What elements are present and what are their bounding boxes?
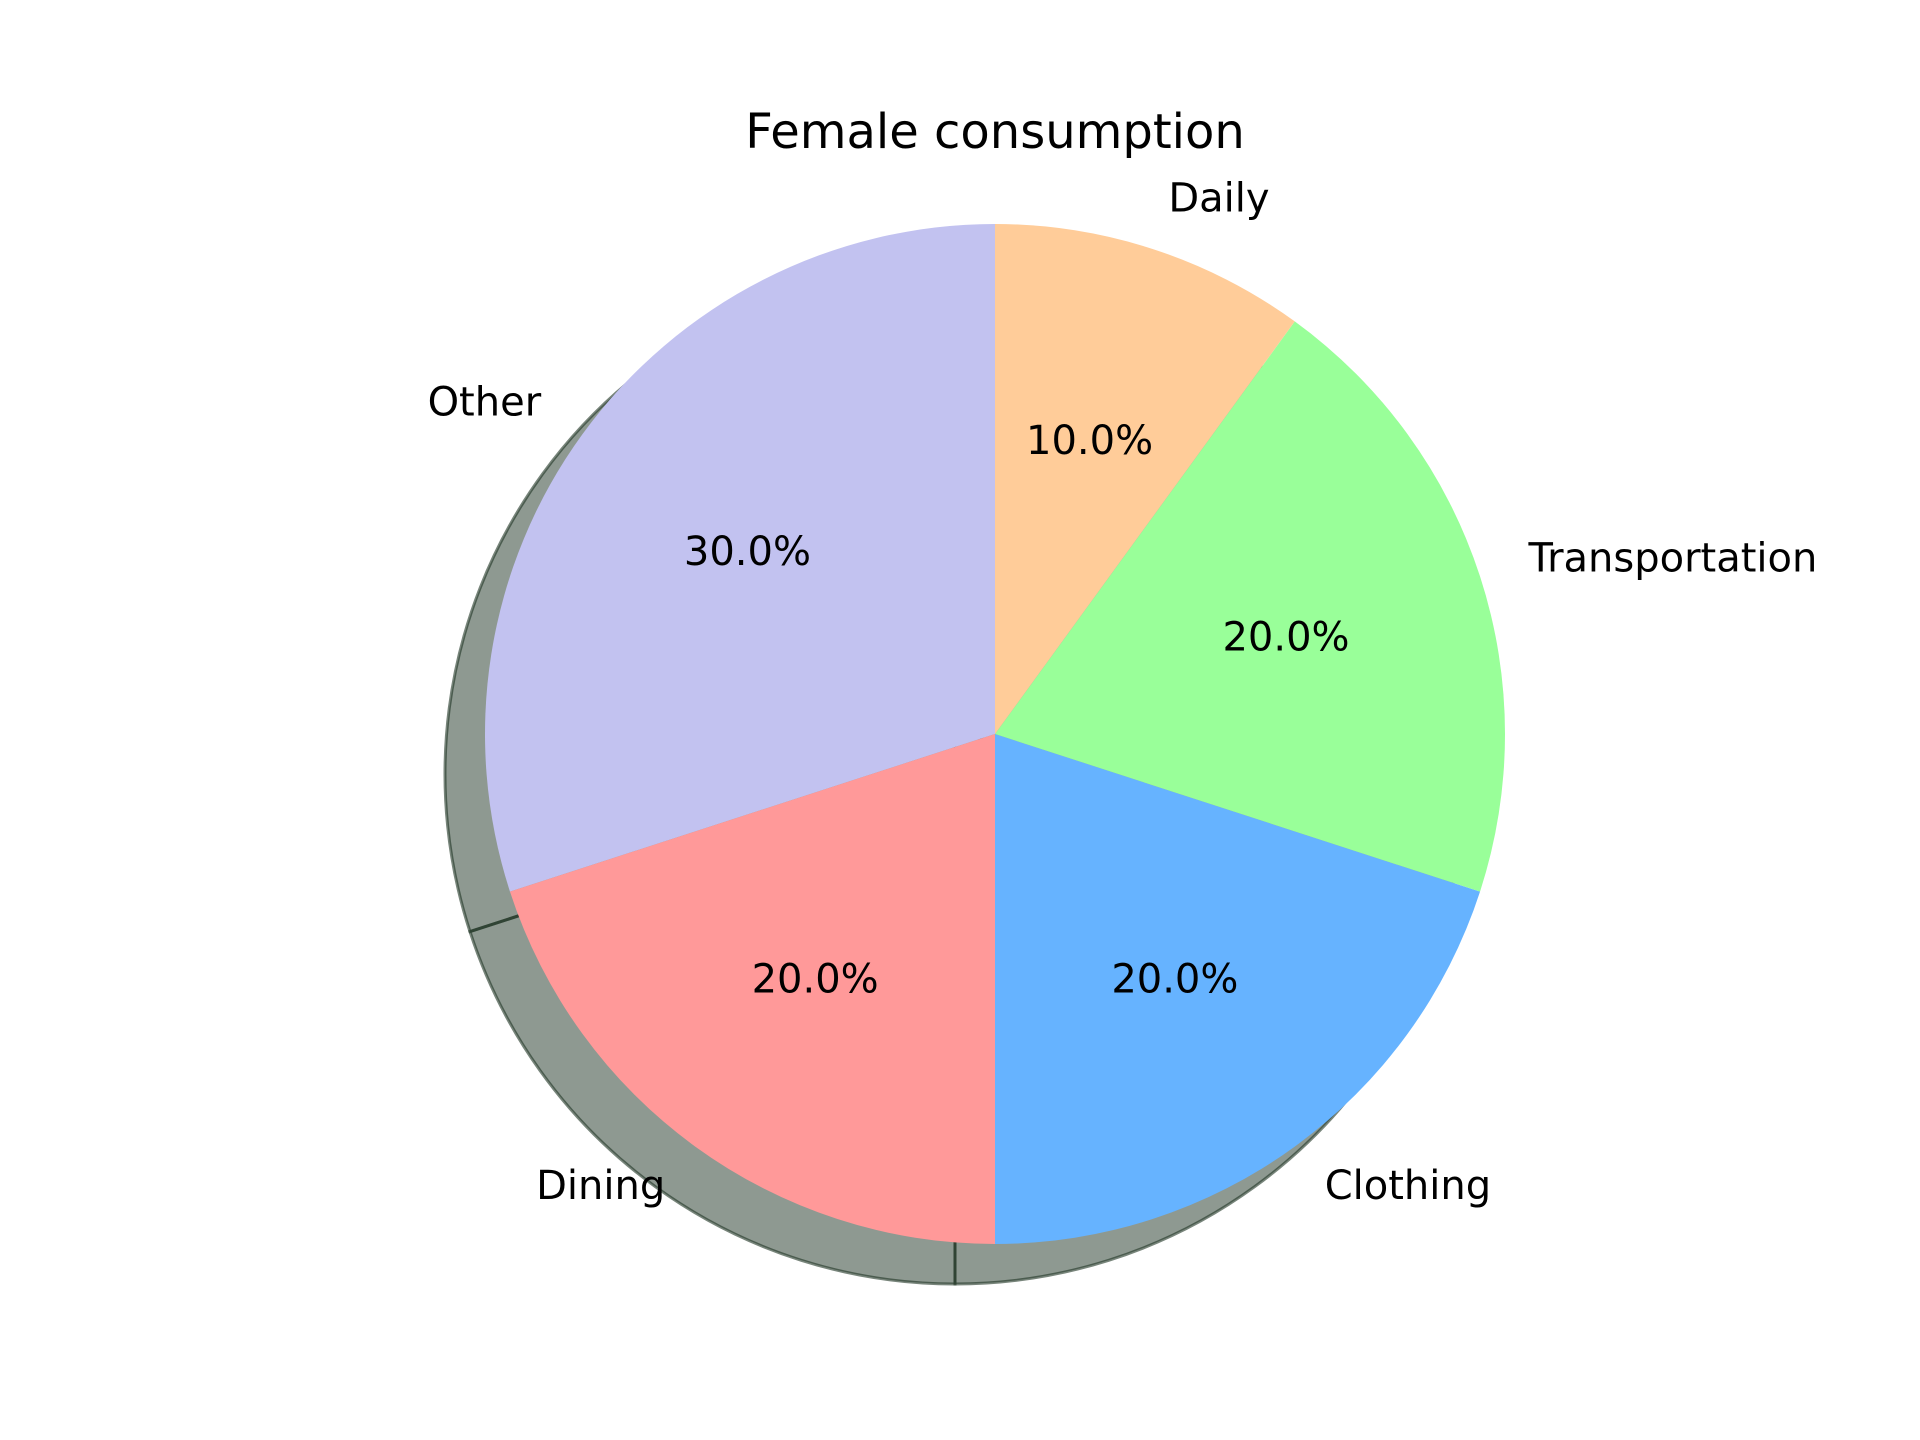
slice-dining — [509, 734, 995, 1244]
slice-transportation — [995, 321, 1506, 892]
pie-labels: Other 30.0% Dining 20.0% Clothing 20.0% Transp… — [428, 175, 1818, 1208]
pie-slices — [484, 224, 1506, 1244]
chart-title: Female consumption — [745, 104, 1245, 160]
slice-daily — [995, 224, 1295, 734]
slice-label-daily: Daily — [1168, 175, 1269, 221]
slice-percent-dining: 20.0% — [752, 957, 879, 1003]
slice-label-transportation: Transportation — [1528, 536, 1818, 582]
slice-clothing — [995, 734, 1481, 1244]
slice-label-other: Other — [428, 379, 542, 425]
slice-label-dining: Dining — [536, 1163, 665, 1209]
slice-percent-daily: 10.0% — [1026, 418, 1153, 464]
slice-percent-other: 30.0% — [684, 529, 811, 575]
slice-label-clothing: Clothing — [1325, 1163, 1491, 1209]
slice-percent-clothing: 20.0% — [1111, 957, 1238, 1003]
slice-other — [484, 224, 995, 892]
slice-percent-transportation: 20.0% — [1222, 614, 1349, 660]
